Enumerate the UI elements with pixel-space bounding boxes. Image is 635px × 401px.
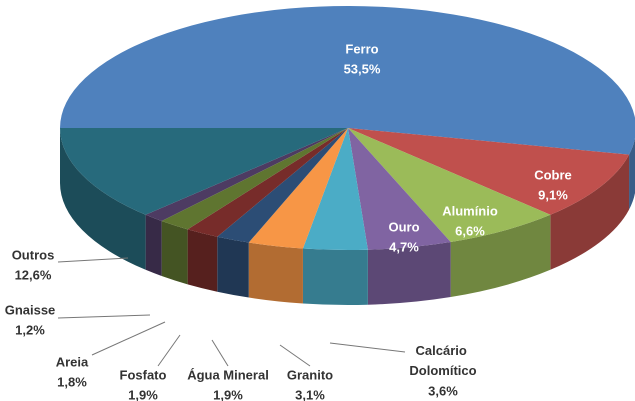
slice-label: Outros [12, 247, 55, 262]
slice-side [302, 248, 368, 306]
slice [348, 128, 630, 215]
slice [187, 128, 348, 237]
value-label: 6,6% [455, 223, 485, 238]
slice-side [248, 242, 303, 304]
slice-label: Areia [56, 354, 89, 369]
slice-label: Gnaisse [5, 302, 56, 317]
slice-side [217, 236, 249, 298]
value-label: 4,7% [389, 239, 419, 254]
slice-label: Fosfato [120, 367, 167, 382]
value-label: 1,9% [213, 387, 243, 401]
leader-line [211, 339, 229, 367]
leader-line [279, 344, 311, 367]
slice-side [161, 221, 188, 285]
slice [60, 6, 635, 155]
leader-line [57, 257, 129, 263]
value-label: 1,9% [128, 387, 158, 401]
leader-line [329, 342, 406, 353]
value-label: 53,5% [344, 61, 381, 76]
slice [348, 128, 451, 250]
value-label: 9,1% [538, 187, 568, 202]
slice [302, 128, 368, 250]
slice [248, 128, 348, 249]
slice-label-line: Calcário [416, 343, 471, 358]
slice-label: Ferro [345, 41, 378, 56]
value-label: 3,1% [295, 387, 325, 401]
slice-label-line: Dolomítico [409, 363, 476, 378]
slice-side [145, 214, 162, 277]
slice [145, 128, 348, 222]
leader-line [57, 314, 151, 319]
leader-line [157, 334, 181, 367]
leader-line [91, 321, 166, 356]
slice-label: Cobre [534, 167, 572, 182]
slice [217, 128, 348, 243]
slice-side [367, 241, 451, 305]
slice-label: Ouro [388, 219, 419, 234]
slice-side [60, 128, 146, 270]
value-label: 1,2% [15, 322, 45, 337]
value-label: 12,6% [15, 267, 52, 282]
slice-label: Alumínio [442, 203, 498, 218]
slice-label: Água Mineral [187, 367, 269, 382]
slice-label: Granito [287, 367, 333, 382]
slice-label: Calcário Dolomítico [409, 343, 476, 378]
slice-side [629, 137, 635, 210]
slice [161, 128, 348, 230]
value-label: 1,8% [57, 374, 87, 389]
slice [60, 128, 348, 215]
slice-side [450, 214, 551, 297]
value-label: 3,6% [428, 383, 458, 398]
slice-side [187, 229, 218, 292]
slice-side [550, 154, 630, 270]
slice [348, 128, 551, 242]
